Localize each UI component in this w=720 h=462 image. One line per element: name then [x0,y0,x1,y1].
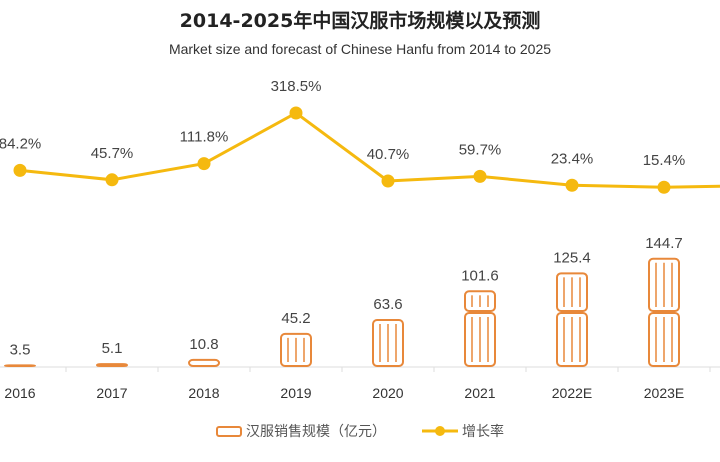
growth-value-label: 318.5% [271,78,322,95]
chart-subtitle: Market size and forecast of Chinese Hanf… [168,41,552,57]
legend-label-growth: 增长率 [462,424,504,440]
x-tick-label: 2018 [188,385,219,401]
hanfu-pictogram [556,312,588,367]
bar-value-label: 10.8 [189,336,218,353]
bar-value-label: 101.6 [461,267,499,284]
growth-value-label: 23.4% [551,150,594,167]
legend-item-growth[interactable]: 增长率 [422,421,504,441]
bar-value-label: 3.5 [10,341,31,358]
legend-item-sales[interactable]: 汉服销售规模（亿元） [216,421,386,441]
hanfu-pictogram [96,363,128,368]
hanfu-pictogram [648,257,680,312]
growth-value-label: 84.2% [0,135,41,152]
growth-point [105,173,119,187]
growth-value-label: 111.8% [180,129,229,146]
bar [4,364,36,368]
growth-value-label: 45.7% [91,145,134,162]
growth-point [197,157,211,171]
bar [188,358,220,368]
x-tick-label: 2019 [280,385,311,401]
x-tick-label: 2017 [96,385,127,401]
bar [556,272,588,367]
bar [464,290,496,367]
bar [96,363,128,368]
bar [280,332,312,367]
hanfu-pictogram [464,312,496,367]
bar [372,318,404,367]
growth-point [13,163,27,177]
growth-point [565,178,579,192]
x-tick-label: 2020 [372,385,403,401]
hanfu-pictogram [372,318,404,367]
growth-point [657,180,671,194]
hanfu-pictogram [464,290,496,312]
hanfu-pictogram [556,272,588,312]
legend: 汉服销售规模（亿元） 增长率 [0,421,720,441]
chart-title: 2014-2025年中国汉服市场规模以及预测 [179,10,541,32]
bar-value-label: 63.6 [373,296,402,313]
growth-value-label: 40.7% [367,146,410,163]
chart-plot: 2016 3.5 2017 5.1 2018 10.8 2019 45.2 2020 63.6 20… [0,78,720,401]
hanfu-pictogram [280,332,312,367]
bar-value-label: 45.2 [281,310,310,327]
x-tick-label: 2023E [644,385,684,401]
bar-value-label: 125.4 [553,249,591,266]
bar [648,257,680,367]
x-tick-label: 2016 [4,385,35,401]
growth-point [381,174,395,188]
growth-point [473,169,487,183]
x-tick-label: 2021 [464,385,495,401]
growth-point [289,106,303,120]
growth-value-label: 59.7% [459,141,502,158]
hanfu-icon [216,426,242,437]
bar-value-label: 5.1 [102,340,123,357]
hanfu-pictogram [648,312,680,367]
legend-label-sales: 汉服销售规模（亿元） [246,424,386,440]
hanfu-pictogram [4,364,36,368]
hanfu-pictogram [188,358,220,368]
growth-value-label: 15.4% [643,152,686,169]
bar-value-label: 144.7 [645,235,683,252]
x-tick-label: 2022E [552,385,592,401]
line-marker-icon [422,426,458,436]
